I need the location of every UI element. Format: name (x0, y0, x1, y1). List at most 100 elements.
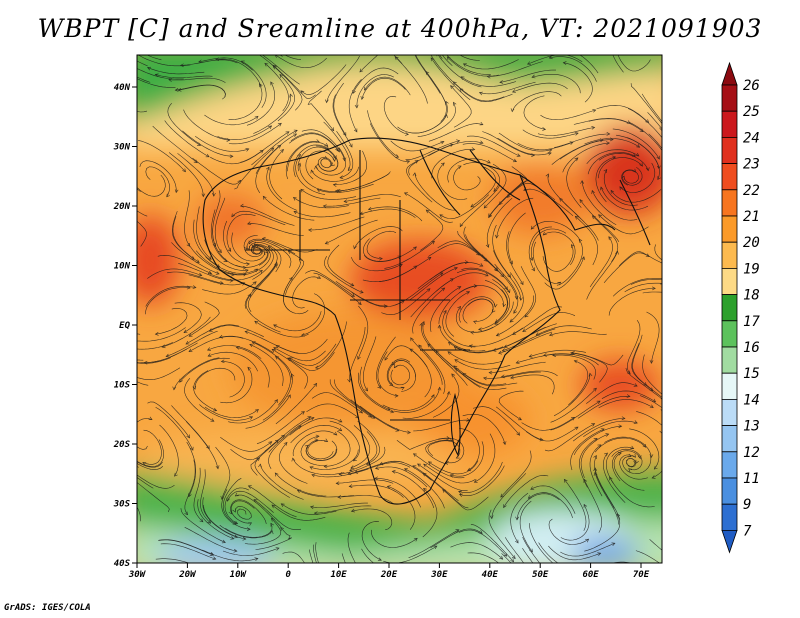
streamline (382, 394, 435, 411)
streamline (493, 250, 522, 301)
streamline (505, 537, 525, 563)
streamline (466, 135, 521, 157)
streamline-arrow (316, 188, 321, 193)
streamline-arrow (562, 61, 567, 65)
streamline-arrow (499, 80, 504, 84)
streamline-arrow (142, 462, 147, 466)
streamline (573, 425, 622, 456)
streamline (357, 305, 369, 360)
streamline (256, 411, 305, 444)
streamline (437, 240, 488, 262)
streamline-arrow (207, 347, 212, 351)
streamline (532, 241, 561, 284)
streamline-arrow (247, 485, 252, 489)
streamline-arrow (498, 350, 503, 355)
streamline (530, 485, 576, 514)
streamline (202, 497, 238, 538)
streamline (441, 55, 453, 67)
streamline (458, 296, 496, 323)
streamline-arrow (273, 263, 278, 268)
streamline (139, 160, 177, 193)
streamline-arrow (254, 50, 257, 53)
streamline-arrow (94, 364, 97, 367)
streamline (195, 135, 249, 152)
streamline (224, 487, 250, 524)
streamline-arrow (559, 197, 563, 202)
streamline (499, 69, 557, 83)
streamline (360, 208, 416, 218)
x-tick-label: 30E (430, 570, 448, 580)
streamline (227, 249, 271, 276)
streamline (613, 452, 645, 491)
streamline-arrow (349, 143, 353, 148)
streamline-arrow (192, 285, 197, 289)
streamline-arrow (209, 568, 212, 571)
streamline-arrow (515, 360, 520, 364)
streamline (273, 65, 303, 111)
streamline-arrow (323, 155, 328, 160)
streamline-arrow (266, 166, 270, 171)
streamline-arrow (611, 542, 616, 546)
streamline (619, 162, 656, 193)
streamline (325, 219, 378, 245)
streamline (248, 485, 297, 518)
colorbar-label: 12 (743, 445, 760, 461)
streamline (589, 236, 613, 288)
streamline (404, 192, 453, 223)
streamline (240, 131, 290, 163)
streamline (437, 55, 482, 88)
streamline (290, 424, 342, 444)
streamline-arrow (332, 157, 337, 162)
streamline (511, 91, 562, 112)
streamline (594, 472, 619, 525)
streamline (281, 503, 337, 515)
streamline (517, 141, 574, 151)
streamline-arrow (513, 309, 517, 314)
streamline-arrow (249, 343, 254, 348)
streamline-arrow (243, 46, 246, 49)
streamline-arrow (86, 354, 89, 357)
streamline (496, 406, 543, 441)
streamline (222, 547, 280, 556)
streamline-arrow (633, 383, 638, 387)
streamline-arrow (597, 444, 602, 448)
streamline (300, 435, 327, 466)
streamline (230, 500, 255, 524)
streamline (262, 55, 300, 85)
streamline-arrow (645, 119, 650, 124)
streamline (603, 169, 638, 206)
streamline-arrow (98, 57, 101, 60)
streamline (231, 210, 286, 226)
streamline-arrow (665, 180, 668, 183)
streamline-arrow (215, 57, 220, 61)
streamline-arrow (610, 189, 615, 194)
streamline (496, 295, 534, 336)
streamline-arrow (493, 303, 498, 308)
colorbar-label: 24 (743, 130, 760, 146)
streamline-arrow (581, 256, 586, 261)
streamline-arrow (486, 159, 491, 164)
streamline (285, 141, 320, 180)
streamline (379, 460, 432, 481)
streamline (297, 146, 337, 172)
streamline (586, 382, 638, 404)
streamline-arrow (617, 43, 620, 46)
streamline-arrow (485, 243, 490, 248)
streamline (315, 147, 347, 176)
colorbar-segment (721, 503, 738, 531)
streamline-arrow (599, 186, 604, 191)
streamline (390, 364, 411, 386)
streamline (210, 209, 228, 262)
streamline (583, 479, 603, 533)
streamline-arrow (531, 267, 535, 272)
streamline-arrow (448, 438, 453, 442)
streamline (427, 440, 461, 459)
streamline-arrow (359, 289, 364, 294)
streamline-arrow (182, 168, 186, 173)
streamline (333, 150, 368, 185)
streamline (220, 367, 253, 404)
streamline (273, 347, 326, 362)
streamline (647, 112, 662, 130)
streamline (624, 282, 662, 293)
streamline (589, 444, 603, 497)
